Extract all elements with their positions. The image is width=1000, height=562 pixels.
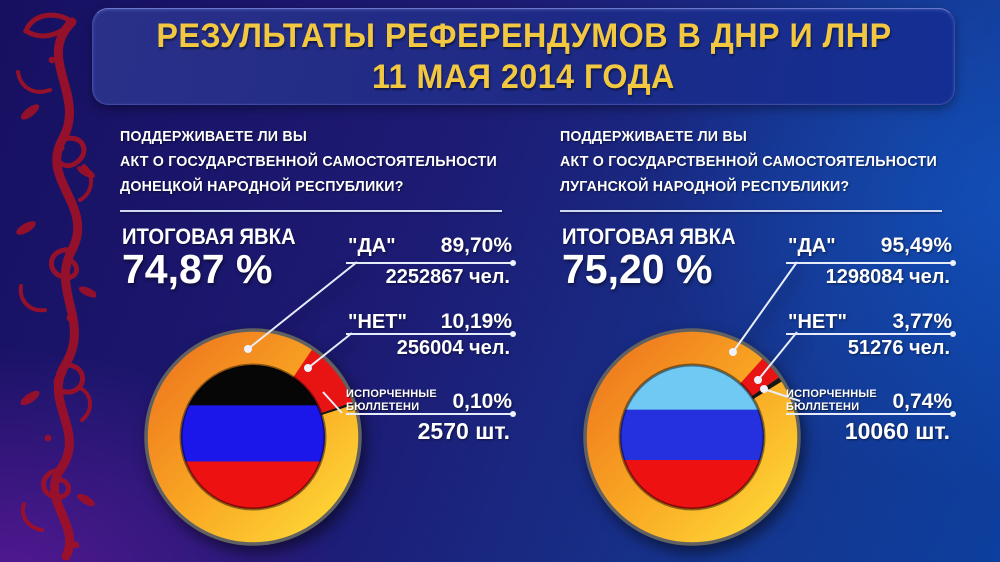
turnout-value: 75,20 % xyxy=(562,246,713,292)
question-text-lnr: ПОДДЕРЖИВАЕТЕ ЛИ ВЫ АКТ О ГОСУДАРСТВЕННО… xyxy=(560,124,937,199)
result-percent-yes: 89,70% xyxy=(440,234,512,257)
separator-line xyxy=(560,210,942,212)
question-line: АКТ О ГОСУДАРСТВЕННОЙ САМОСТОЯТЕЛЬНОСТИ xyxy=(120,153,497,170)
spoiled-label-line: ИСПОРЧЕННЫЕ xyxy=(346,388,437,400)
page-title-line1: РЕЗУЛЬТАТЫ РЕФЕРЕНДУМОВ В ДНР И ЛНР xyxy=(155,16,892,55)
result-row-no: "НЕТ" 10,19% xyxy=(348,310,512,334)
result-label-spoiled: ИСПОРЧЕННЫЕ БЮЛЛЕТЕНИ xyxy=(786,388,877,414)
turnout-label: ИТОГОВАЯ ЯВКА xyxy=(122,224,296,249)
question-line: ДОНЕЦКОЙ НАРОДНОЙ РЕСПУБЛИКИ? xyxy=(120,178,404,195)
result-percent-yes: 95,49% xyxy=(880,234,952,257)
result-percent-no: 3,77% xyxy=(892,310,952,333)
folk-ornament-graphic xyxy=(16,12,96,561)
spoiled-label-line: ИСПОРЧЕННЫЕ xyxy=(786,388,877,400)
result-row-yes: "ДА" 95,49% xyxy=(788,234,952,258)
result-percent-spoiled: 0,74% xyxy=(892,390,952,413)
result-label-spoiled: ИСПОРЧЕННЫЕ БЮЛЛЕТЕНИ xyxy=(346,388,437,414)
turnout-value: 74,87 % xyxy=(122,246,273,292)
result-label-no: "НЕТ" xyxy=(348,311,407,333)
panel-dnr: ПОДДЕРЖИВАЕТЕ ЛИ ВЫ АКТ О ГОСУДАРСТВЕННО… xyxy=(120,118,516,562)
question-line: АКТ О ГОСУДАРСТВЕННОЙ САМОСТОЯТЕЛЬНОСТИ xyxy=(560,153,937,170)
result-label-no: "НЕТ" xyxy=(788,311,847,333)
underline-no xyxy=(346,331,516,337)
result-count-spoiled: 2570 шт. xyxy=(417,418,510,444)
separator-line xyxy=(120,210,502,212)
result-row-no: "НЕТ" 3,77% xyxy=(788,310,952,334)
result-count-yes: 1298084 чел. xyxy=(825,266,950,288)
result-label-yes: "ДА" xyxy=(788,235,836,257)
page-title-line2: 11 МАЯ 2014 ГОДА xyxy=(372,57,675,96)
spoiled-label-line: БЮЛЛЕТЕНИ xyxy=(346,401,420,413)
result-percent-no: 10,19% xyxy=(440,310,512,333)
title-banner: РЕЗУЛЬТАТЫ РЕФЕРЕНДУМОВ В ДНР И ЛНР 11 М… xyxy=(92,8,955,105)
question-line: ПОДДЕРЖИВАЕТЕ ЛИ ВЫ xyxy=(560,128,747,145)
underline-yes xyxy=(786,260,956,266)
underline-no xyxy=(786,331,956,337)
result-row-yes: "ДА" 89,70% xyxy=(348,234,512,258)
question-line: ПОДДЕРЖИВАЕТЕ ЛИ ВЫ xyxy=(120,128,307,145)
result-count-no: 256004 чел. xyxy=(396,337,510,359)
underline-yes xyxy=(346,260,516,266)
question-text-dnr: ПОДДЕРЖИВАЕТЕ ЛИ ВЫ АКТ О ГОСУДАРСТВЕННО… xyxy=(120,124,497,199)
panel-lnr: ПОДДЕРЖИВАЕТЕ ЛИ ВЫ АКТ О ГОСУДАРСТВЕННО… xyxy=(560,118,956,562)
turnout-label: ИТОГОВАЯ ЯВКА xyxy=(562,224,736,249)
result-count-yes: 2252867 чел. xyxy=(385,266,510,288)
spoiled-label-line: БЮЛЛЕТЕНИ xyxy=(786,401,860,413)
question-line: ЛУГАНСКОЙ НАРОДНОЙ РЕСПУБЛИКИ? xyxy=(560,178,850,195)
result-label-yes: "ДА" xyxy=(348,235,396,257)
underline-spoiled xyxy=(786,411,956,417)
result-count-no: 51276 чел. xyxy=(847,337,950,359)
result-percent-spoiled: 0,10% xyxy=(452,390,512,413)
donut-chart-lnr xyxy=(583,261,801,546)
result-count-spoiled: 10060 шт. xyxy=(844,418,950,444)
donut-chart-dnr xyxy=(144,261,362,546)
underline-spoiled xyxy=(346,411,516,417)
